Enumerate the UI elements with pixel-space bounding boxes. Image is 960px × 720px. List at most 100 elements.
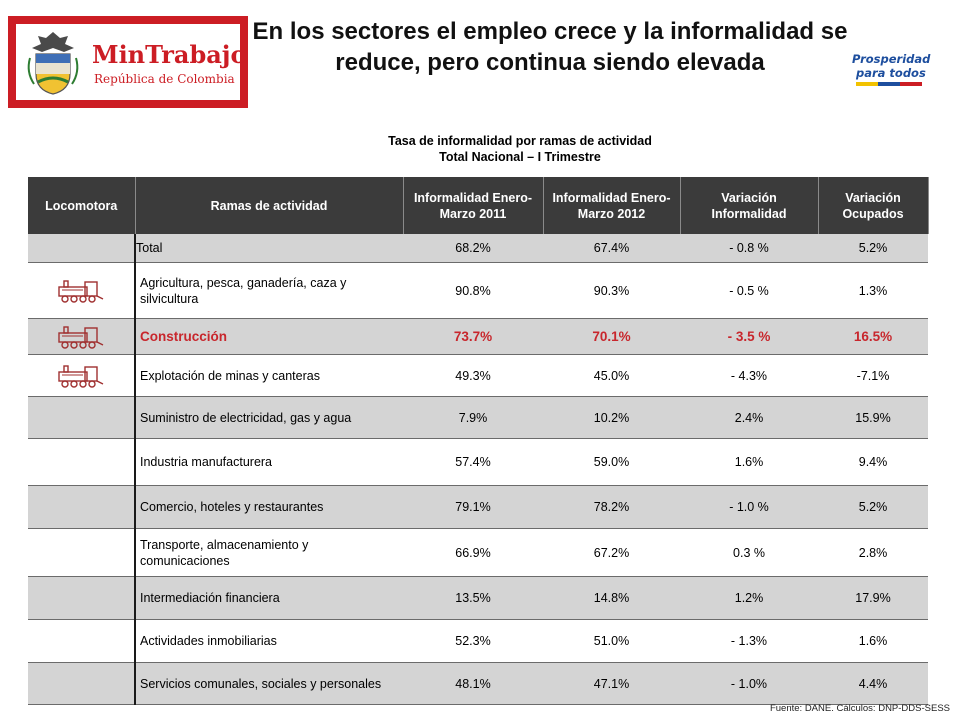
train-icon: [55, 278, 107, 304]
locomotora-cell: [28, 318, 136, 355]
col-header-informalidad-2011: Informalidad Enero-Marzo 2011: [403, 177, 544, 234]
table-header-row: Locomotora Ramas de actividad Informalid…: [28, 177, 929, 234]
var-inf-cell: - 1.0 %: [680, 485, 818, 529]
locomotora-cell: [28, 396, 136, 439]
inf2012-cell: 70.1%: [543, 318, 680, 355]
table-row: Suministro de electricidad, gas y agua 7…: [28, 396, 928, 439]
locomotora-cell: [28, 662, 136, 705]
page-title: En los sectores el empleo crece y la inf…: [252, 18, 848, 76]
table-row: Transporte, almacenamiento y comunicacio…: [28, 528, 928, 577]
inf2011-cell: 57.4%: [403, 438, 543, 486]
var-inf-cell: 1.2%: [680, 576, 818, 620]
locomotora-cell: [28, 262, 136, 319]
inf2012-cell: 10.2%: [543, 396, 680, 439]
var-inf-cell: - 3.5 %: [680, 318, 818, 355]
colombia-shield-icon: [27, 32, 79, 95]
inf2012-cell: 51.0%: [543, 619, 680, 663]
var-inf-cell: - 1.3%: [680, 619, 818, 663]
col-header-ramas: Ramas de actividad: [135, 177, 404, 234]
badge-line1: Prosperidad: [852, 52, 931, 66]
inf2011-cell: 90.8%: [403, 262, 543, 319]
col-header-variacion-informalidad: Variación Informalidad: [680, 177, 819, 234]
var-ocup-cell: 16.5%: [818, 318, 928, 355]
table-row: Actividades inmobiliarias 52.3% 51.0% - …: [28, 619, 928, 663]
badge-line2: para todos: [856, 66, 926, 80]
locomotora-cell: [28, 485, 136, 529]
inf2012-cell: 67.2%: [543, 528, 680, 577]
table-row: Comercio, hoteles y restaurantes 79.1% 7…: [28, 485, 928, 529]
locomotora-cell: [28, 438, 136, 486]
rama-cell: Agricultura, pesca, ganadería, caza y si…: [135, 262, 403, 319]
table-title-line1: Tasa de informalidad por ramas de activi…: [388, 134, 652, 148]
inf2011-cell: 48.1%: [403, 662, 543, 705]
rama-cell: Comercio, hoteles y restaurantes: [135, 485, 403, 529]
rama-cell: Intermediación financiera: [135, 576, 403, 620]
var-inf-cell: 0.3 %: [680, 528, 818, 577]
col-header-locomotora: Locomotora: [28, 177, 136, 234]
table-row-highlight: Construcción 73.7% 70.1% - 3.5 % 16.5%: [28, 318, 928, 355]
inf2012-cell: 59.0%: [543, 438, 680, 486]
inf2012-cell: 14.8%: [543, 576, 680, 620]
rama-cell: Total: [135, 234, 403, 263]
inf2012-cell: 90.3%: [543, 262, 680, 319]
var-ocup-cell: 1.3%: [818, 262, 928, 319]
col-header-variacion-ocupados: Variación Ocupados: [818, 177, 929, 234]
rama-cell: Actividades inmobiliarias: [135, 619, 403, 663]
var-inf-cell: - 0.5 %: [680, 262, 818, 319]
var-ocup-cell: 15.9%: [818, 396, 928, 439]
var-ocup-cell: 17.9%: [818, 576, 928, 620]
inf2012-cell: 47.1%: [543, 662, 680, 705]
inf2012-cell: 78.2%: [543, 485, 680, 529]
var-ocup-cell: 1.6%: [818, 619, 928, 663]
var-inf-cell: - 4.3%: [680, 354, 818, 397]
table-row: Agricultura, pesca, ganadería, caza y si…: [28, 262, 928, 319]
var-ocup-cell: 9.4%: [818, 438, 928, 486]
rama-cell: Servicios comunales, sociales y personal…: [135, 662, 403, 705]
var-inf-cell: 2.4%: [680, 396, 818, 439]
train-icon: [55, 363, 107, 389]
rama-cell: Suministro de electricidad, gas y agua: [135, 396, 403, 439]
table-row: Intermediación financiera 13.5% 14.8% 1.…: [28, 576, 928, 620]
table-title: Tasa de informalidad por ramas de activi…: [250, 133, 790, 165]
rama-cell: Industria manufacturera: [135, 438, 403, 486]
table-row: Servicios comunales, sociales y personal…: [28, 662, 928, 705]
informalidad-table: Locomotora Ramas de actividad Informalid…: [28, 177, 929, 705]
table-row-total: Total 68.2% 67.4% - 0.8 % 5.2%: [28, 234, 928, 263]
locomotora-cell: [28, 234, 136, 263]
table-row: Industria manufacturera 57.4% 59.0% 1.6%…: [28, 438, 928, 486]
logo-subtitle: República de Colombia: [94, 72, 235, 86]
var-ocup-cell: 4.4%: [818, 662, 928, 705]
inf2012-cell: 67.4%: [543, 234, 680, 263]
rama-cell: Construcción: [135, 318, 403, 355]
train-icon: [55, 324, 107, 350]
logo-title: MinTrabajo: [92, 40, 247, 69]
inf2011-cell: 68.2%: [403, 234, 543, 263]
var-ocup-cell: 5.2%: [818, 234, 928, 263]
rama-cell: Transporte, almacenamiento y comunicacio…: [135, 528, 403, 577]
locomotora-cell: [28, 354, 136, 397]
inf2011-cell: 79.1%: [403, 485, 543, 529]
var-ocup-cell: 2.8%: [818, 528, 928, 577]
source-note: Fuente: DANE. Cálculos: DNP-DDS-SESS: [769, 703, 950, 714]
var-inf-cell: - 0.8 %: [680, 234, 818, 263]
locomotora-cell: [28, 528, 136, 577]
inf2011-cell: 66.9%: [403, 528, 543, 577]
locomotora-cell: [28, 576, 136, 620]
mintrabajo-logo: MinTrabajo República de Colombia: [8, 16, 248, 108]
prosperidad-badge: Prosperidad para todos: [852, 52, 931, 98]
locomotora-cell: [28, 619, 136, 663]
table-title-line2: Total Nacional – I Trimestre: [439, 150, 601, 164]
inf2011-cell: 7.9%: [403, 396, 543, 439]
table-row: Explotación de minas y canteras 49.3% 45…: [28, 354, 928, 397]
inf2011-cell: 73.7%: [403, 318, 543, 355]
inf2012-cell: 45.0%: [543, 354, 680, 397]
var-inf-cell: 1.6%: [680, 438, 818, 486]
badge-stripe: [856, 82, 922, 86]
rama-cell: Explotación de minas y canteras: [135, 354, 403, 397]
inf2011-cell: 13.5%: [403, 576, 543, 620]
inf2011-cell: 52.3%: [403, 619, 543, 663]
var-ocup-cell: 5.2%: [818, 485, 928, 529]
col-header-informalidad-2012: Informalidad Enero-Marzo 2012: [543, 177, 681, 234]
var-ocup-cell: -7.1%: [818, 354, 928, 397]
var-inf-cell: - 1.0%: [680, 662, 818, 705]
